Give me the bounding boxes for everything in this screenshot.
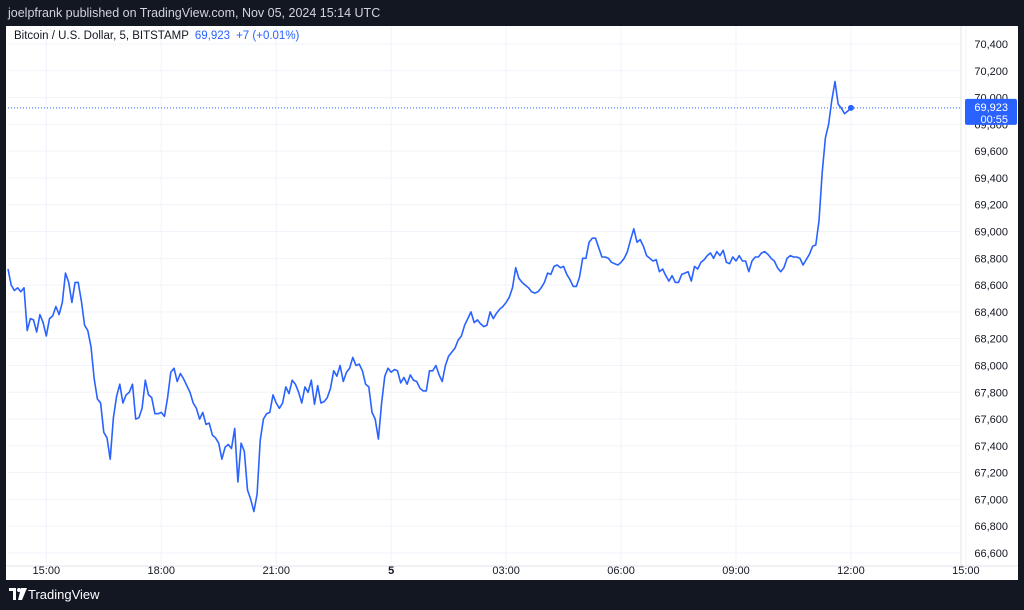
x-tick-label: 18:00 [147, 565, 175, 577]
y-tick-label: 70,200 [974, 66, 1008, 78]
publisher-line: joelpfrank published on TradingView.com,… [8, 6, 381, 20]
x-tick-label: 12:00 [837, 565, 865, 577]
price-series-line[interactable] [7, 80, 852, 513]
y-tick-label: 68,400 [974, 307, 1008, 319]
last-price-dot [847, 104, 854, 111]
y-tick-label: 66,800 [974, 521, 1008, 533]
x-tick-label: 06:00 [607, 565, 635, 577]
y-tick-label: 69,400 [974, 173, 1008, 185]
price-tag-value: 69,923 [974, 102, 1008, 114]
symbol-legend: Bitcoin / U.S. Dollar, 5, BITSTAMP 69,923… [14, 30, 299, 42]
y-tick-label: 67,400 [974, 441, 1008, 453]
y-tick-label: 67,600 [974, 414, 1008, 426]
publisher-bar: joelpfrank published on TradingView.com,… [0, 0, 1024, 26]
chart-panel[interactable]: 66,600 66,800 67,000 67,200 67,400 67,600 67,8… [6, 26, 1018, 580]
symbol-name: Bitcoin / U.S. Dollar, 5, BITSTAMP [14, 30, 189, 42]
legend-price: 69,923 [194, 30, 231, 42]
footer-bar: TradingView [0, 580, 1024, 610]
x-tick-label: 15:00 [952, 565, 980, 577]
price-tag [965, 98, 1017, 125]
y-tick-label: 68,000 [974, 360, 1008, 372]
price-tag-countdown: 00:55 [980, 114, 1008, 126]
price-chart[interactable]: 66,600 66,800 67,000 67,200 67,400 67,600 67,8… [6, 26, 1018, 580]
y-tick-label: 69,600 [974, 146, 1008, 158]
y-tick-label: 68,800 [974, 253, 1008, 265]
legend-change: +7 (+0.01%) [236, 30, 300, 42]
y-tick-label: 67,800 [974, 387, 1008, 399]
x-tick-label: 21:00 [262, 565, 290, 577]
y-tick-label: 68,600 [974, 280, 1008, 292]
y-tick-label: 68,200 [974, 334, 1008, 346]
tradingview-logo-icon[interactable] [9, 588, 27, 600]
y-tick-label: 69,200 [974, 200, 1008, 212]
x-tick-label: 09:00 [722, 565, 750, 577]
footer-brand[interactable]: TradingView [28, 587, 100, 602]
y-tick-label: 70,400 [974, 39, 1008, 51]
y-tick-label: 66,600 [974, 548, 1008, 560]
x-tick-label: 5 [388, 565, 394, 577]
y-tick-label: 67,000 [974, 494, 1008, 506]
y-tick-label: 67,200 [974, 468, 1008, 480]
y-tick-label: 69,000 [974, 227, 1008, 239]
x-tick-label: 03:00 [492, 565, 520, 577]
x-tick-label: 15:00 [33, 565, 61, 577]
